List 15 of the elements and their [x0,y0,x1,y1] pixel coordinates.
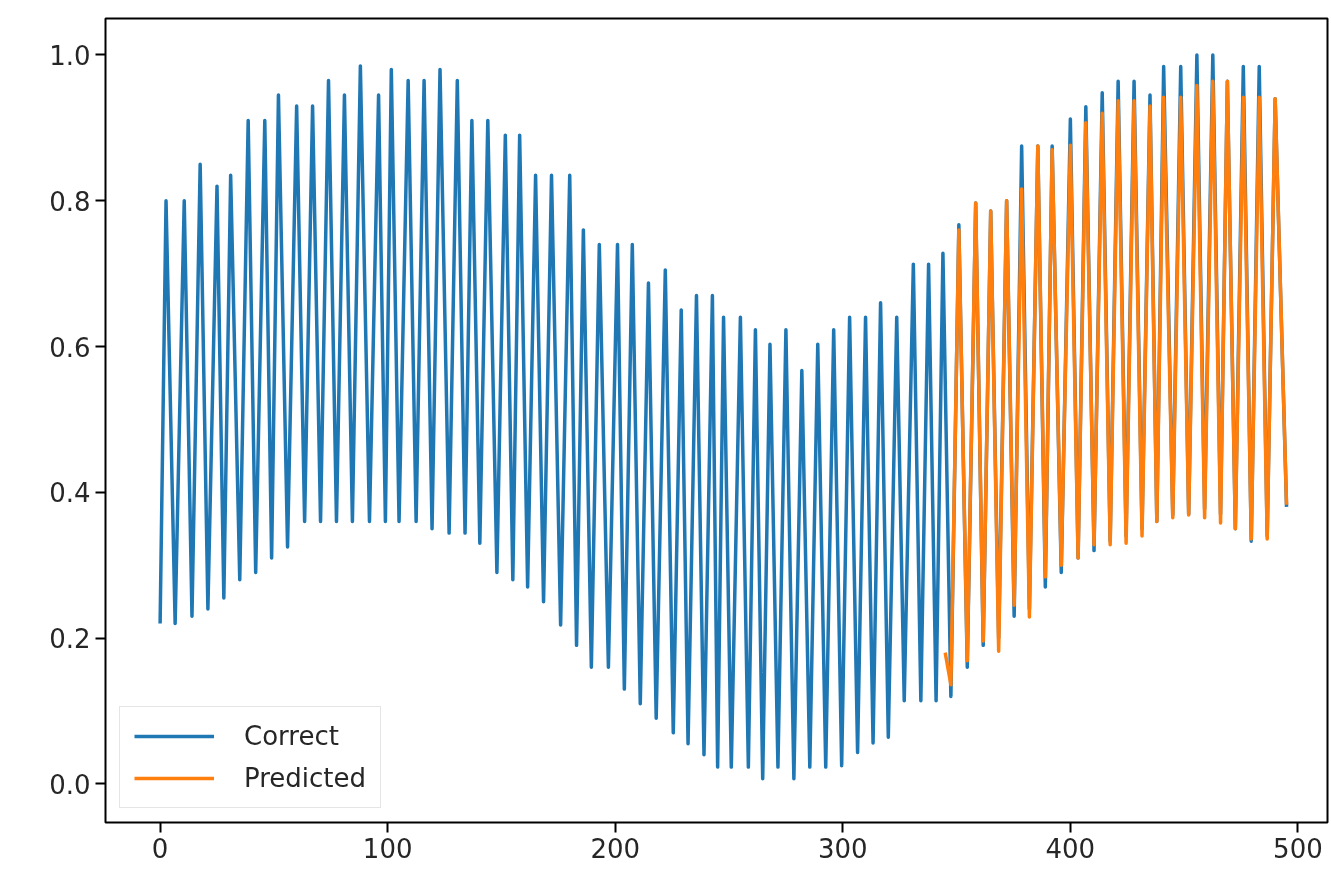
x-tick-label: 300 [817,833,868,864]
y-tick-label: 0.8 [49,186,91,217]
y-tick-label: 0.6 [49,332,91,363]
line-series [943,79,1289,687]
x-tick-label: 0 [151,833,169,864]
y-tick-label: 1.0 [49,40,91,71]
legend-label: Predicted [244,763,367,793]
y-tick-label: 0.0 [49,769,91,800]
x-tick-label: 200 [590,833,641,864]
legend-label: Correct [244,721,339,751]
y-tick-label: 0.4 [49,478,91,509]
y-tick-label: 0.2 [49,624,91,655]
x-tick-label: 400 [1045,833,1096,864]
x-tick-label: 100 [362,833,413,864]
x-tick-label: 500 [1273,833,1323,864]
